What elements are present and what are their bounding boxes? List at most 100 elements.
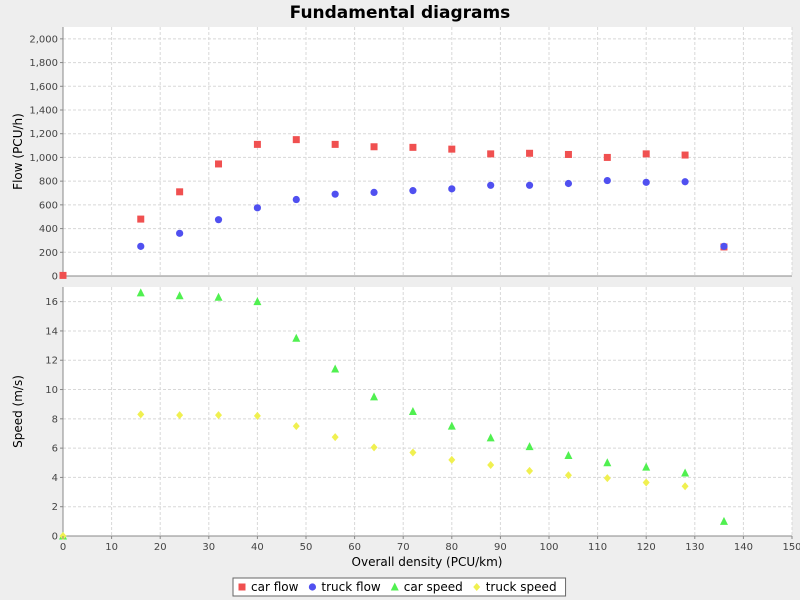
x-tick-label: 120 [637, 542, 656, 553]
y-tick-label: 4 [52, 473, 58, 484]
x-tick-label: 60 [348, 542, 361, 553]
truck-flow-point [603, 176, 611, 185]
y-tick-label: 600 [39, 200, 58, 211]
car-flow-point [59, 271, 67, 279]
chart-title: Fundamental diagrams [290, 3, 511, 23]
y-tick-label: 400 [39, 224, 58, 235]
x-axis-label: Overall density (PCU/km) [352, 555, 503, 569]
legend-item-truck-flow: truck flow [308, 580, 381, 594]
car-speed-point [175, 291, 184, 300]
truck-speed-point [681, 482, 689, 491]
truck-speed-point [409, 448, 417, 457]
car-speed-point [136, 288, 145, 297]
x-tick-label: 130 [685, 542, 704, 553]
truck-flow-point [253, 204, 261, 212]
legend-box [232, 577, 567, 597]
plot-area [63, 287, 792, 536]
x-tick-label: 20 [154, 542, 167, 553]
car-speed-point [331, 364, 340, 373]
truck-speed-point [448, 455, 456, 464]
truck-flow-point [214, 216, 223, 224]
y-tick-label: 1,600 [29, 82, 58, 93]
car-flow-point [564, 150, 572, 158]
car-speed-point [447, 421, 456, 430]
truck-speed-point [137, 410, 145, 419]
legend-item-car-speed: car speed [390, 580, 463, 594]
car-speed-point [603, 458, 612, 467]
y-tick-label: 2,000 [29, 34, 58, 45]
truck-speed-point [331, 433, 339, 442]
x-tick-label: 70 [397, 542, 410, 553]
car-speed-point [370, 392, 379, 401]
y-tick-label: 1,200 [29, 129, 58, 140]
x-tick-label: 110 [588, 542, 607, 553]
truck-speed-point [292, 422, 300, 431]
car-flow-point [253, 140, 261, 148]
y-tick-label: 8 [52, 414, 58, 425]
x-tick-label: 100 [539, 542, 558, 553]
plot-area [63, 27, 792, 276]
car-speed-point [408, 407, 417, 415]
car-speed-point [719, 516, 728, 525]
car-flow-point [526, 149, 534, 157]
y-tick-label: 1,800 [29, 58, 58, 69]
truck-flow-point [137, 242, 145, 250]
legend: car flow truck flow car speed truck speed [232, 577, 567, 597]
truck-speed-point [526, 466, 534, 475]
legend-label: truck speed [486, 580, 557, 594]
car-flow-point [448, 145, 456, 153]
truck-speed-point [215, 411, 223, 420]
car-speed-legend-swatch [390, 582, 399, 591]
y-tick-label: 0 [52, 532, 58, 543]
y-tick-label: 14 [45, 326, 58, 337]
legend-label: truck flow [321, 580, 381, 594]
x-tick-label: 40 [251, 542, 264, 553]
x-tick-label: 80 [445, 542, 458, 553]
car-speed-point [564, 450, 573, 459]
x-tick-label: 10 [105, 542, 118, 553]
x-tick-label: 150 [782, 542, 800, 553]
legend-item-car-flow: car flow [238, 580, 299, 594]
x-axis-ticks: 0 10 20 30 40 50 60 70 80 90 100 110 120 130 140 150 [60, 536, 800, 553]
truck-flow-series [137, 176, 728, 250]
legend-label: car speed [404, 580, 463, 594]
truck-flow-legend-swatch [308, 583, 317, 591]
truck-flow-point [642, 178, 650, 186]
car-flow-point [215, 160, 223, 168]
truck-flow-point [176, 229, 184, 237]
x-tick-label: 140 [734, 542, 753, 553]
truck-speed-series [59, 410, 689, 540]
y-tick-label: 2 [52, 502, 58, 513]
legend-item-truck-speed: truck speed [473, 580, 557, 594]
car-flow-point [487, 150, 495, 158]
car-speed-point [214, 292, 223, 301]
truck-flow-point [448, 185, 456, 193]
truck-flow-point [487, 181, 495, 189]
truck-flow-point [564, 179, 573, 188]
car-flow-legend-swatch [238, 583, 246, 591]
car-speed-point [292, 333, 301, 342]
truck-flow-point [720, 242, 728, 250]
truck-speed-point [564, 471, 572, 480]
truck-flow-point [292, 195, 300, 204]
car-speed-point [253, 297, 262, 306]
truck-flow-point [331, 190, 339, 198]
car-flow-point [137, 215, 145, 223]
car-speed-point [525, 442, 534, 451]
y-tick-label: 0 [52, 272, 58, 283]
panel-2: 0 2 4 6 8 10 12 14 16 Speed (m/s) [11, 287, 793, 543]
truck-flow-point [525, 181, 534, 189]
panel-1: 0 200 400 600 800 1,000 1,200 1,400 1,600 1,800 2,… [11, 27, 793, 283]
y-tick-label: 200 [39, 248, 58, 259]
x-tick-label: 0 [60, 542, 66, 553]
y-axis-label: Speed (m/s) [11, 375, 25, 448]
truck-speed-point [603, 474, 611, 483]
y-tick-label: 1,400 [29, 106, 58, 117]
car-flow-point [292, 136, 300, 144]
y-tick-label: 1,000 [29, 153, 58, 164]
x-tick-label: 50 [300, 542, 313, 553]
truck-speed-point [176, 411, 184, 420]
car-flow-point [603, 153, 611, 161]
truck-speed-point [642, 478, 650, 487]
y-tick-label: 800 [39, 177, 58, 188]
